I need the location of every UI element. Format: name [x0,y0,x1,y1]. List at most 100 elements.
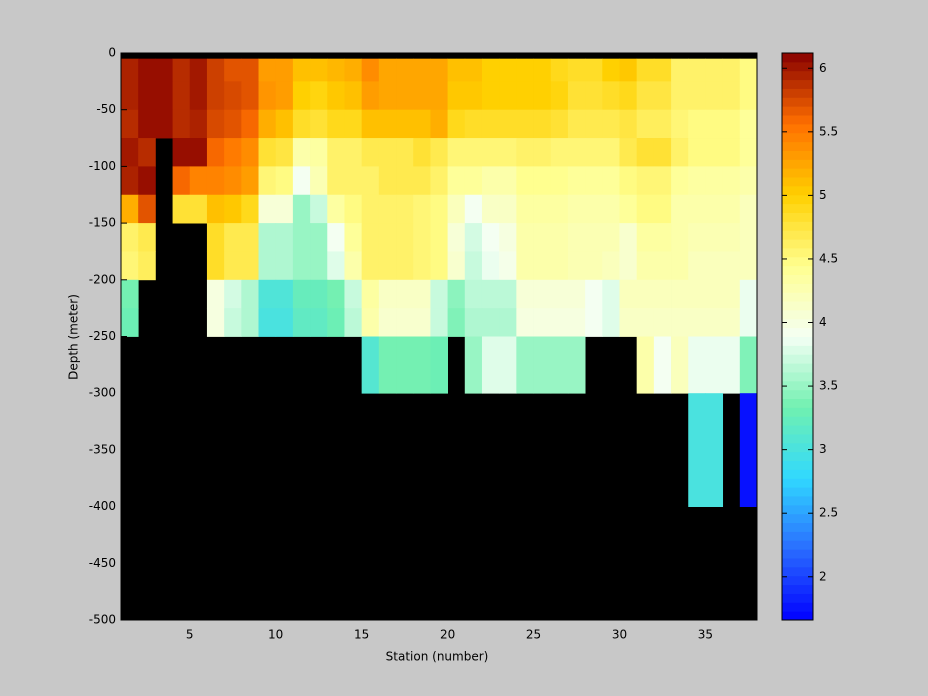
heatmap-cell [567,166,586,196]
y-tick-label: -450 [89,556,116,570]
heatmap-cell [430,81,448,111]
heatmap-cell [585,58,603,82]
heatmap-cell [533,308,552,337]
heatmap-cell [378,138,397,167]
heatmap-cell [653,166,672,196]
heatmap-cell [138,138,156,167]
heatmap-cell [310,109,328,139]
heatmap-cell [550,138,569,167]
heatmap-cell [172,138,191,167]
heatmap-cell [447,109,466,139]
heatmap-cell [275,81,294,111]
heatmap-cell [327,194,345,224]
heatmap-cell [361,166,380,196]
colorbar-band [782,274,813,284]
heatmap-cell [499,166,517,196]
heatmap-cell [567,336,586,394]
heatmap-cell [396,279,414,309]
heatmap-cell [636,58,655,82]
heatmap-cell [688,336,706,394]
heatmap-cell [499,308,517,337]
heatmap-cell [739,109,758,139]
heatmap-cell [688,251,706,281]
heatmap-cell [550,194,569,224]
colorbar-band [782,557,813,568]
heatmap-cell [206,308,225,337]
heatmap-cell [671,336,689,394]
heatmap-cell [567,58,586,82]
heatmap-cell [447,166,466,196]
heatmap-cell [292,194,311,224]
colorbar-band [782,53,813,63]
heatmap-cell [430,58,448,82]
heatmap-cell [327,223,345,252]
heatmap-cell [224,223,242,252]
heatmap-cell [481,81,500,111]
heatmap-cell [413,81,431,111]
heatmap-cell [464,109,483,139]
heatmap-cell [567,81,586,111]
colorbar-band [782,115,813,125]
heatmap-cell [602,58,620,82]
heatmap-cell [705,194,724,224]
heatmap-cell [447,279,466,309]
heatmap-cell [688,109,706,139]
heatmap-cell [739,308,758,337]
heatmap-cell [567,223,586,252]
heatmap-cell [567,279,586,309]
heatmap-cell [533,166,552,196]
heatmap-cell [464,279,483,309]
heatmap-cell [121,308,139,337]
heatmap-cell [430,138,448,167]
colorbar-band [782,575,813,586]
heatmap-cell [121,194,139,224]
heatmap-cell [361,138,380,167]
heatmap-cell [447,308,466,337]
heatmap-cell [121,138,139,167]
heatmap-cell [292,308,311,337]
heatmap-cell [619,194,638,224]
heatmap-cell [739,138,758,167]
heatmap-cell [585,166,603,196]
heatmap-cell [516,194,534,224]
heatmap-cell [705,223,724,252]
heatmap-cell [292,58,311,82]
colorbar-tick-label: 3 [819,442,827,456]
heatmap-cell [292,279,311,309]
heatmap-cell [619,279,638,309]
heatmap-cell [739,223,758,252]
heatmap-cell [585,109,603,139]
heatmap-cell [430,109,448,139]
heatmap-cell [138,166,156,196]
colorbar-band [782,318,813,329]
heatmap-cell [585,223,603,252]
heatmap-cell [396,109,414,139]
heatmap-cell [602,109,620,139]
heatmap-cell [138,58,156,82]
heatmap-cell [550,336,569,394]
heatmap-cell [516,81,534,111]
heatmap-cell [172,109,191,139]
heatmap-cell [688,308,706,337]
heatmap-cell [206,279,225,309]
colorbar-tick-label: 2.5 [819,506,838,520]
heatmap-cell [275,109,294,139]
heatmap-cell [705,393,724,507]
colorbar-band [782,309,813,320]
heatmap-cell [499,279,517,309]
heatmap-cell [499,109,517,139]
heatmap-cell [224,194,242,224]
heatmap-cell [636,109,655,139]
heatmap-cell [413,251,431,281]
heatmap-cell [292,81,311,111]
heatmap-cell [671,109,689,139]
colorbar-band [782,425,813,435]
heatmap-cell [344,58,363,82]
heatmap-cell [189,166,208,196]
heatmap-cell [481,109,500,139]
colorbar-band [782,433,813,444]
colorbar-band [782,292,813,302]
heatmap-cell [206,58,225,82]
heatmap-cell [430,223,448,252]
heatmap-cell [327,166,345,196]
